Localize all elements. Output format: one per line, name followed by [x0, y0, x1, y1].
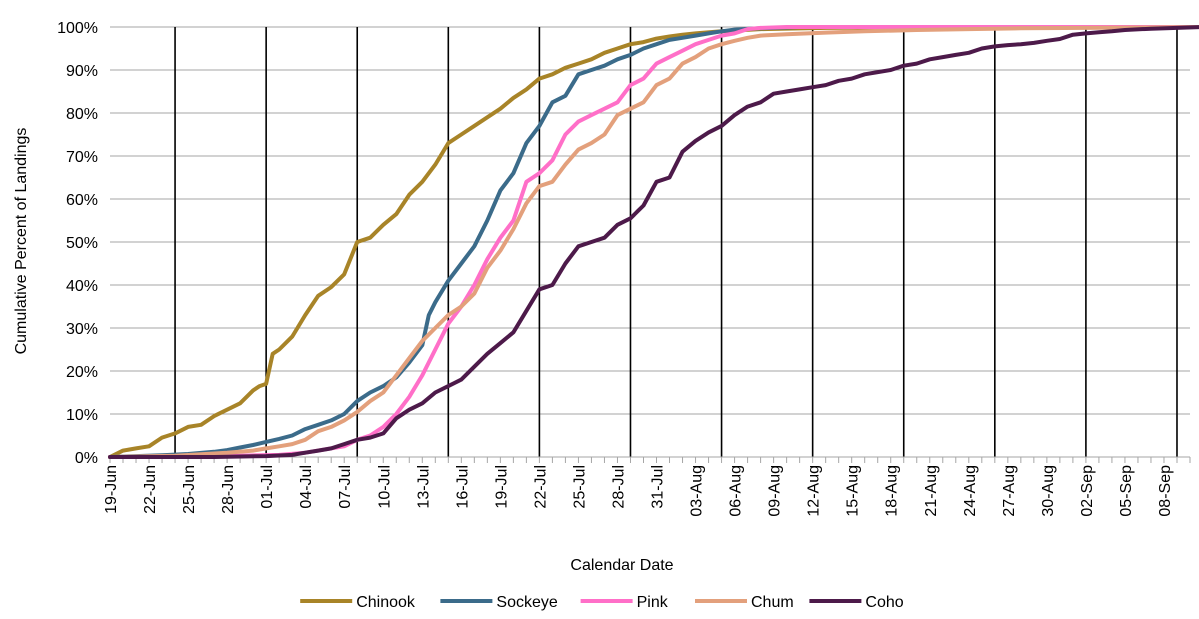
y-tick-label: 100% [57, 20, 98, 37]
series-line-chinook [108, 25, 1199, 459]
legend-label: Chum [751, 594, 794, 611]
legend-label: Chinook [356, 594, 416, 611]
legend-item-chum: Chum [695, 594, 794, 611]
legend-item-sockeye: Sockeye [440, 594, 558, 611]
y-axis-title: Cumulative Percent of Landings [13, 128, 30, 355]
legend: Chinook Sockeye Pink Chum Coho [300, 594, 904, 611]
x-tick-labels: 19-Jun 22-Jun 25-Jun 28-Jun 01-Jul 04-Jul 07-J… [103, 465, 1174, 517]
x-tick-label: 13-Jul [415, 465, 432, 509]
legend-item-chinook: Chinook [300, 594, 416, 611]
series-line-sockeye [108, 25, 1199, 459]
x-tick-label: 19-Jun [103, 465, 120, 514]
legend-item-coho: Coho [809, 594, 904, 611]
x-tick-label: 25-Jun [181, 465, 198, 514]
y-tick-labels: 0% 10% 20% 30% 40% 50% 60% 70% 80% 90% 100% [57, 20, 98, 467]
y-tick-label: 80% [66, 106, 98, 123]
x-tick-label: 28-Jun [220, 465, 237, 514]
y-tick-label: 30% [66, 321, 98, 338]
x-tick-label: 07-Jul [337, 465, 354, 509]
x-tick-label: 25-Jul [571, 465, 588, 509]
series-line-chum [108, 25, 1199, 459]
x-tick-label: 27-Aug [1001, 465, 1018, 517]
x-tick-label: 02-Sep [1079, 465, 1096, 517]
x-tick-label: 18-Aug [884, 465, 901, 517]
y-tick-label: 90% [66, 63, 98, 80]
x-tick-label: 04-Jul [298, 465, 315, 509]
y-tick-label: 70% [66, 149, 98, 166]
series-lines [108, 25, 1199, 459]
x-tick-label: 19-Jul [493, 465, 510, 509]
legend-label: Pink [637, 594, 669, 611]
x-tick-label: 22-Jul [532, 465, 549, 509]
x-tick-label: 24-Aug [962, 465, 979, 517]
x-tick-label: 03-Aug [689, 465, 706, 517]
y-tick-label: 10% [66, 407, 98, 424]
x-tick-label: 21-Aug [923, 465, 940, 517]
x-tick-label: 16-Jul [454, 465, 471, 509]
legend-label: Sockeye [496, 594, 557, 611]
y-tick-label: 0% [75, 450, 98, 467]
x-tick-label: 31-Jul [650, 465, 667, 509]
axes [109, 456, 1191, 463]
x-tick-label: 30-Aug [1040, 465, 1057, 517]
x-tick-label: 01-Jul [259, 465, 276, 509]
y-tick-label: 60% [66, 192, 98, 209]
x-tick-label: 28-Jul [610, 465, 627, 509]
y-tick-label: 40% [66, 278, 98, 295]
legend-label: Coho [865, 594, 903, 611]
y-tick-label: 50% [66, 235, 98, 252]
x-tick-label: 15-Aug [845, 465, 862, 517]
x-axis-title: Calendar Date [570, 557, 673, 574]
x-tick-label: 12-Aug [806, 465, 823, 517]
series-line-coho [108, 25, 1199, 459]
x-tick-label: 06-Aug [728, 465, 745, 517]
x-tick-label: 09-Aug [767, 465, 784, 517]
x-tick-label: 10-Jul [376, 465, 393, 509]
legend-item-pink: Pink [580, 594, 669, 611]
x-tick-label: 05-Sep [1118, 465, 1135, 517]
x-tick-label: 08-Sep [1157, 465, 1174, 517]
x-tick-label: 22-Jun [142, 465, 159, 514]
y-tick-label: 20% [66, 364, 98, 381]
